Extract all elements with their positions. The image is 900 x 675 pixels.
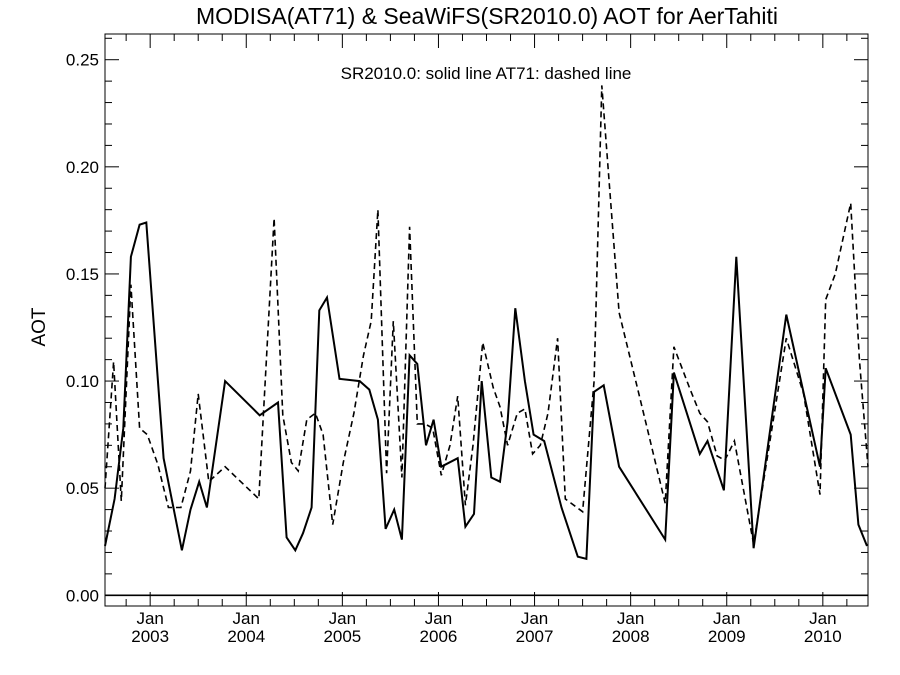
x-tick-year: 2005 [323,627,361,646]
y-tick-label: 0.25 [66,51,99,70]
legend-annotation: SR2010.0: solid line AT71: dashed line [341,64,632,83]
chart-title: MODISA(AT71) & SeaWiFS(SR2010.0) AOT for… [196,3,778,29]
y-tick-label: 0.05 [66,479,99,498]
plot-area: 0.000.050.100.150.200.25Jan2003Jan2004Ja… [66,33,869,646]
x-tick-month: Jan [136,609,163,628]
x-tick-year: 2006 [420,627,458,646]
y-axis-label: AOT [29,307,50,346]
x-tick-year: 2004 [227,627,265,646]
series-line-at71 [104,85,869,545]
plot-frame [104,33,869,607]
x-tick-month: Jan [809,609,836,628]
series-line-sr2010-0 [104,221,868,561]
y-tick-label: 0.00 [66,586,99,605]
x-tick-month: Jan [233,609,260,628]
x-tick-month: Jan [713,609,740,628]
x-tick-year: 2003 [131,627,169,646]
x-tick-year: 2009 [708,627,746,646]
x-tick-month: Jan [521,609,548,628]
x-tick-month: Jan [329,609,356,628]
x-tick-year: 2008 [612,627,650,646]
x-tick-month: Jan [617,609,644,628]
x-tick-year: 2010 [804,627,842,646]
y-tick-label: 0.20 [66,158,99,177]
y-tick-label: 0.10 [66,372,99,391]
x-tick-year: 2007 [516,627,554,646]
y-tick-label: 0.15 [66,265,99,284]
x-tick-month: Jan [425,609,452,628]
